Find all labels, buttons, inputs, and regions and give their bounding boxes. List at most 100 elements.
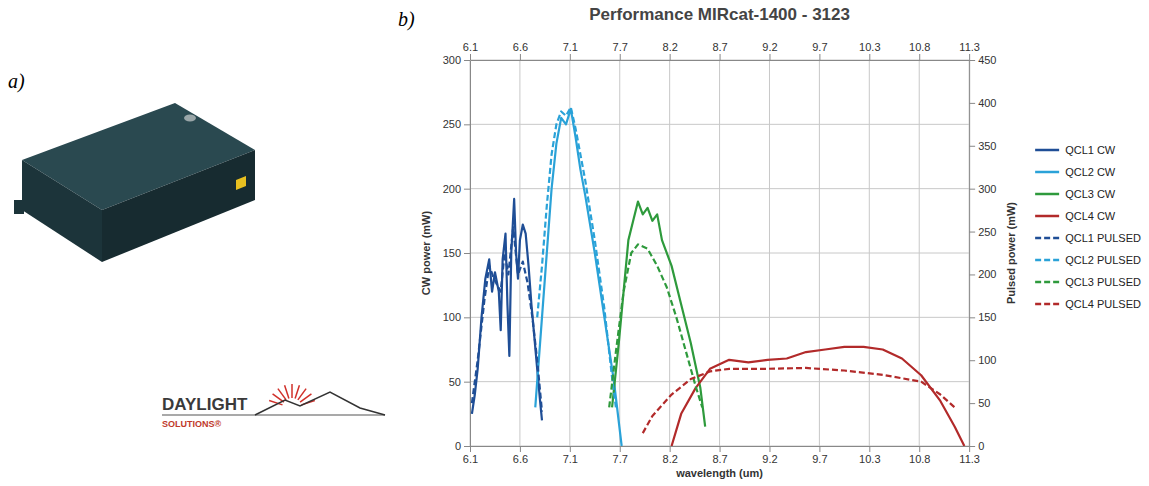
tick: 9.2 [762,41,777,60]
legend-label: QCL1 CW [1065,144,1116,156]
tick: 8.2 [663,446,678,465]
tick-label: 200 [443,183,461,195]
grid-line [470,188,969,189]
tick-mark [869,446,870,452]
tick: 10.3 [859,446,880,465]
tick-mark [720,446,721,452]
tick-mark [464,317,470,318]
tick-label: 8.7 [712,41,727,53]
tick-label: 400 [978,97,996,109]
tick-mark [969,360,975,361]
tick: 10.8 [909,41,930,60]
tick-mark [470,54,471,60]
tick-mark [819,54,820,60]
tick-mark [819,446,820,452]
tick-mark [969,232,975,233]
tick-label: 8.7 [712,453,727,465]
axis-line [470,61,471,447]
tick-mark [620,446,621,452]
tick: 6.1 [463,446,478,465]
logo-name: DAYLIGHT [162,395,248,414]
tick-mark [520,446,521,452]
y2-axis-title: Pulsed power (mW) [1005,202,1017,304]
tick: 400 [969,97,996,109]
tick: 250 [443,118,470,130]
tick: 6.1 [463,41,478,60]
tick: 8.2 [663,41,678,60]
tick-mark [464,124,470,125]
tick-label: 8.2 [663,453,678,465]
tick-label: 10.3 [859,41,880,53]
tick-mark [670,54,671,60]
legend-label: QCL2 CW [1065,166,1116,178]
tick-label: 150 [443,247,461,259]
series-line [535,109,621,446]
tick: 50 [449,376,470,388]
legend-item: QCL1 PULSED [1035,232,1141,244]
series-line [537,107,616,407]
grid-line [470,124,969,125]
tick: 0 [969,440,984,452]
logo-ray [291,384,293,398]
logo-ray [298,389,306,400]
tick-mark [969,146,975,147]
legend-item: QCL4 CW [1035,210,1116,222]
tick: 0 [455,440,470,452]
tick: 100 [443,311,470,323]
tick-label: 9.2 [762,41,777,53]
y-axis-title: CW power (mW) [420,211,432,296]
tick-mark [919,446,920,452]
tick-mark [969,54,970,60]
tick-label: 50 [449,376,461,388]
tick: 11.3 [959,446,980,465]
tick: 6.6 [513,41,528,60]
legend-swatch [1035,303,1059,306]
series-line [612,202,705,427]
tick-mark [464,253,470,254]
tick-mark [969,446,975,447]
tick: 350 [969,140,996,152]
series-line [609,244,702,407]
axis-line [471,60,970,61]
logo-ray [285,385,289,398]
tick-mark [969,60,975,61]
logo-sub: SOLUTIONS® [162,419,222,429]
tick-label: 6.1 [463,453,478,465]
logo-mountain [255,392,385,415]
series-line [472,199,542,420]
tick-label: 8.2 [663,41,678,53]
tick-mark [670,446,671,452]
tick-label: 6.6 [513,453,528,465]
tick-label: 11.3 [959,41,980,53]
legend-label: QCL3 PULSED [1065,276,1141,288]
legend-item: QCL3 CW [1035,188,1116,200]
series-group [472,107,964,446]
tick-label: 7.1 [563,41,578,53]
x-axis-top: 6.16.67.17.78.28.79.29.710.310.811.3 [463,41,980,61]
tick-label: 250 [443,118,461,130]
tick-label: 300 [443,54,461,66]
axis-line [969,61,970,447]
y2-axis: 050100150200250300350400450 [969,54,996,452]
tick-mark [869,54,870,60]
legend-label: QCL3 CW [1065,188,1116,200]
tick-label: 10.8 [909,453,930,465]
grid [470,60,969,446]
tick-mark [769,446,770,452]
logo-ray [295,385,299,398]
tick: 200 [969,268,996,280]
tick-label: 7.1 [563,453,578,465]
tick: 9.2 [762,446,777,465]
figure: DAYLIGHTSOLUTIONS®a)b)6.16.67.17.78.28.7… [0,0,1149,486]
tick-mark [969,274,975,275]
tick: 8.7 [712,446,727,465]
tick-mark [520,54,521,60]
legend-swatch [1035,281,1059,284]
tick-mark [570,446,571,452]
tick-label: 7.7 [613,41,628,53]
tick: 7.7 [613,41,628,60]
tick-mark [969,317,975,318]
tick-label: 100 [978,354,996,366]
y-axis: 0 50 100 150 200 250 300 [443,54,471,452]
tick: 9.7 [812,446,827,465]
